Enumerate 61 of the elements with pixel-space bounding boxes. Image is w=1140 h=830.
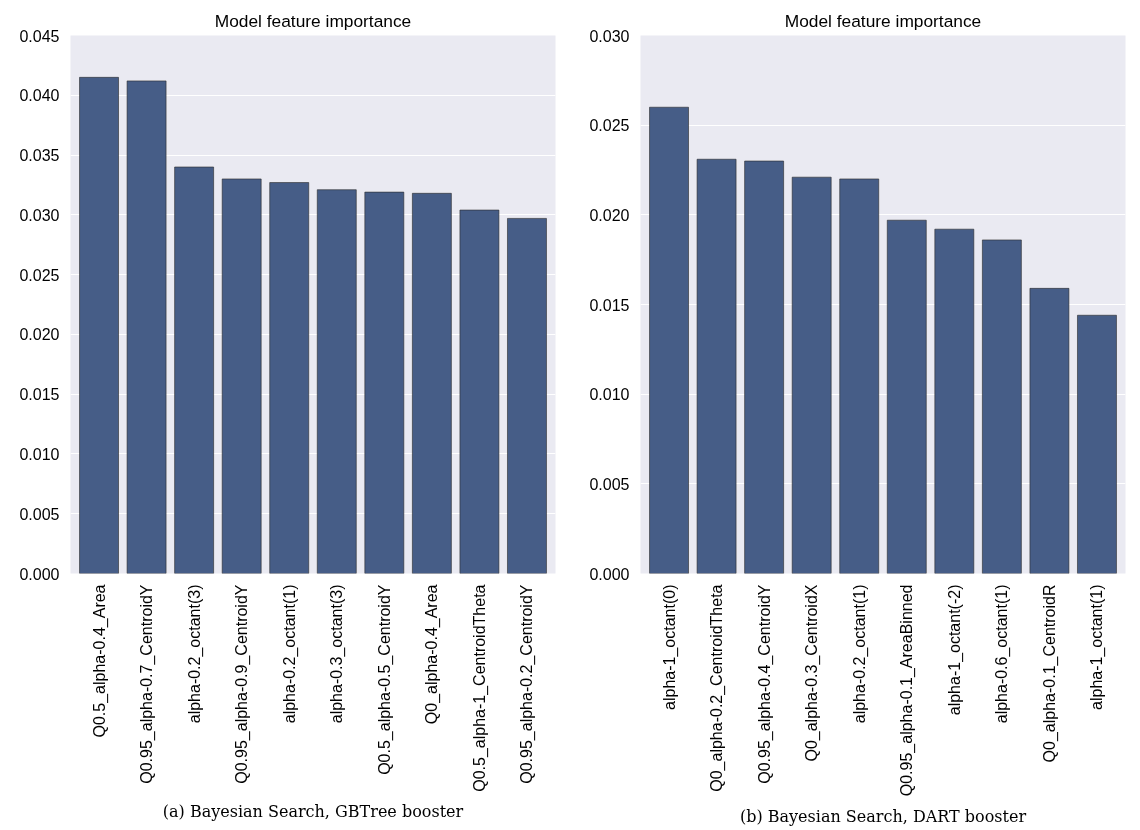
x-tick-label: Q0_alpha-0.4_Area	[423, 584, 442, 725]
x-tick-label: Q0.95_alpha-0.4_CentroidY	[755, 584, 774, 784]
y-tick-label: 0.015	[589, 296, 630, 314]
bar	[221, 178, 262, 574]
x-tick-label: Q0_alpha-0.2_CentroidTheta	[708, 584, 727, 792]
bar	[79, 77, 119, 574]
x-tick-label: alpha-0.3_octant(3)	[328, 584, 347, 724]
bar	[839, 178, 880, 574]
x-tick-label: Q0_alpha-0.3_CentroidX	[803, 584, 822, 762]
x-tick-label: alpha-1_octant(0)	[660, 584, 679, 710]
bar	[459, 209, 500, 574]
y-tick-label: 0.020	[19, 326, 60, 344]
y-tick-label: 0.000	[589, 565, 630, 583]
chart-title: Model feature importance	[214, 10, 412, 31]
text: (a) Bayesian Search, GBTree booster	[162, 801, 464, 821]
x-tick-label: alpha-0.2_octant(1)	[850, 584, 869, 724]
bar	[791, 176, 832, 574]
bar	[364, 191, 405, 574]
y-tick-label: 0.040	[19, 87, 60, 105]
x-tick-label: Q0.95_alpha-0.1_AreaBinned	[898, 584, 917, 797]
y-tick-label: 0.020	[589, 206, 630, 224]
x-tick-label: Q0.95_alpha-0.7_CentroidY	[138, 584, 157, 784]
bar	[269, 182, 310, 574]
text: (b) Bayesian Search, DART booster	[739, 806, 1027, 826]
y-tick-label: 0.035	[19, 147, 60, 165]
y-tick-label: 0.015	[19, 386, 60, 404]
bar	[744, 160, 784, 574]
y-tick-label: 0.025	[589, 117, 630, 135]
bar	[316, 189, 357, 574]
bar	[982, 239, 1022, 574]
bar	[1077, 314, 1117, 574]
x-tick-label: alpha-0.6_octant(1)	[993, 584, 1012, 724]
y-tick-label: 0.010	[589, 386, 630, 404]
chart-title: Model feature importance	[784, 10, 982, 31]
x-tick-label: Q0.95_alpha-0.9_CentroidY	[233, 584, 252, 784]
y-tick-label: 0.030	[19, 206, 60, 224]
bar	[934, 228, 975, 574]
x-tick-label: Q0.95_alpha-0.2_CentroidY	[518, 584, 537, 784]
x-tick-label: alpha-1_octant(-2)	[945, 584, 964, 716]
bar	[649, 106, 689, 574]
x-tick-label: Q0_alpha-0.1_CentroidR	[1040, 584, 1059, 763]
bar	[412, 193, 452, 574]
y-tick-label: 0.005	[19, 505, 60, 523]
bar	[1029, 288, 1070, 574]
bar	[696, 158, 737, 574]
bar	[886, 219, 927, 574]
x-tick-label: alpha-1_octant(1)	[1088, 584, 1107, 710]
x-tick-label: Q0.5_alpha-0.5_CentroidY	[375, 584, 394, 775]
y-tick-label: 0.010	[19, 445, 60, 463]
x-tick-label: Q0.5_alpha-0.4_Area	[90, 584, 109, 738]
bar	[126, 80, 167, 574]
x-tick-label: Q0.5_alpha-1_CentroidTheta	[470, 584, 489, 792]
y-tick-label: 0.000	[19, 565, 60, 583]
y-tick-label: 0.030	[589, 27, 630, 45]
x-tick-label: alpha-0.2_octant(3)	[185, 584, 204, 724]
bar	[174, 166, 214, 574]
y-tick-label: 0.005	[589, 475, 630, 493]
x-tick-label: alpha-0.2_octant(1)	[280, 584, 299, 724]
y-tick-label: 0.025	[19, 266, 60, 284]
bar	[507, 218, 547, 574]
y-tick-label: 0.045	[19, 27, 60, 45]
